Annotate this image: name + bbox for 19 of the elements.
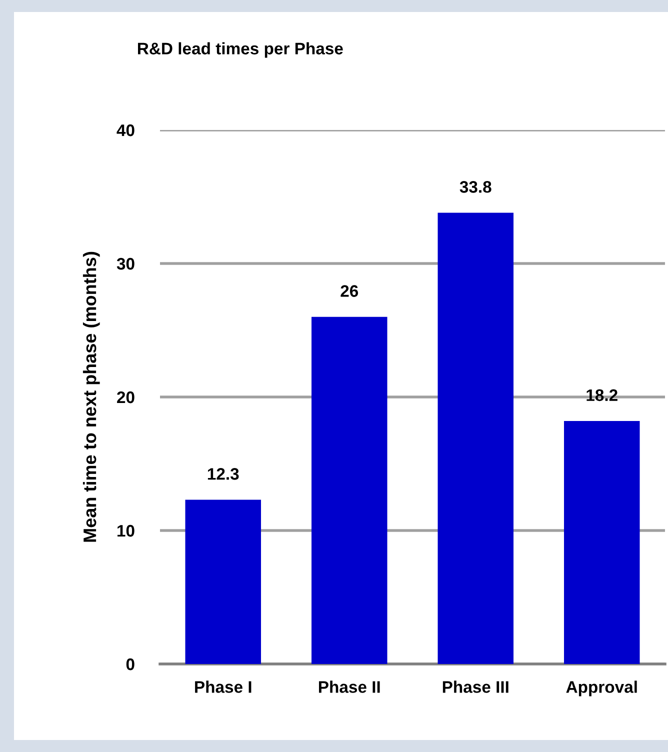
bar bbox=[185, 500, 261, 664]
y-tick-label: 20 bbox=[117, 391, 134, 404]
bar bbox=[564, 421, 640, 664]
x-tick-label: Phase III bbox=[442, 680, 508, 693]
data-label: 18.2 bbox=[586, 389, 618, 402]
bar bbox=[312, 316, 388, 664]
y-tick-label: 10 bbox=[118, 524, 134, 537]
x-tick-label: Phase II bbox=[318, 680, 380, 693]
y-axis-title: Mean time to next phase (months) bbox=[82, 252, 100, 542]
y-tick-label: 0 bbox=[126, 658, 134, 670]
data-label: 12.3 bbox=[208, 468, 239, 480]
bar bbox=[438, 212, 514, 664]
chart-title: R&D lead times per Phase bbox=[138, 42, 343, 58]
x-tick-label: Approval bbox=[566, 680, 637, 696]
y-tick-label: 40 bbox=[116, 124, 134, 136]
y-tick-label: 30 bbox=[116, 258, 134, 270]
data-label: 26 bbox=[340, 285, 358, 297]
data-label: 33.8 bbox=[460, 181, 492, 193]
x-tick-label: Phase I bbox=[195, 680, 252, 693]
